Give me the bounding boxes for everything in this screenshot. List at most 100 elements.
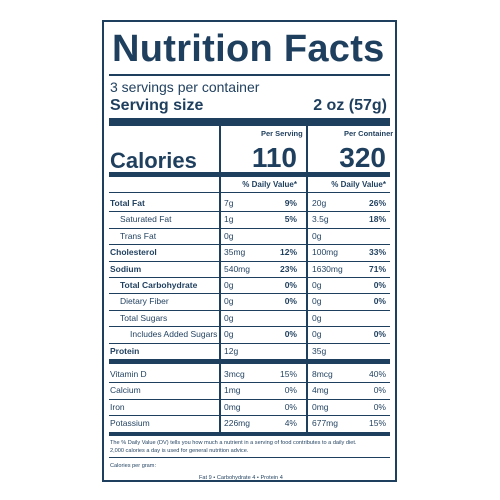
footnote-line-1: The % Daily Value (DV) tells you how muc… [110, 440, 357, 446]
row-divider [109, 326, 390, 328]
vitamin-dv-container: 15% [368, 418, 386, 429]
dv-per-serving: 0% [284, 329, 297, 340]
dv-per-container: 0% [373, 329, 386, 340]
dv-per-container: 0% [373, 280, 386, 290]
nutrient-label: Protein [110, 345, 140, 356]
label-divider [219, 126, 221, 433]
amount-per-serving: 1g [224, 214, 234, 225]
amount-per-serving: 35mg [224, 247, 246, 258]
row-divider [109, 227, 390, 229]
row-divider [109, 398, 390, 400]
nutrient-label: Dietary Fiber [120, 296, 169, 307]
row-divider [109, 382, 390, 384]
nutrient-label: Trans Fat [120, 230, 157, 241]
amount-per-serving: 12g [224, 345, 239, 356]
amount-per-serving: 540mg [224, 263, 250, 274]
vitamin-dv-serving: 4% [284, 418, 297, 429]
dv-per-serving: 9% [284, 198, 297, 208]
col-per-container: Per Container [344, 129, 394, 138]
vitamin-amount-container: 677mg [312, 418, 338, 429]
amount-per-serving: 0g [224, 296, 234, 307]
dv-per-container: 71% [368, 263, 386, 274]
row-divider [109, 309, 390, 311]
vitamin-label: Vitamin D [110, 369, 147, 379]
amount-per-container: 0g [312, 329, 322, 340]
thick-divider-top [109, 118, 390, 126]
panel-title: Nutrition Facts [112, 28, 385, 70]
row-divider [109, 260, 390, 262]
row-divider [109, 415, 390, 417]
column-divider [306, 126, 308, 433]
nutrient-label: Total Carbohydrate [120, 280, 198, 290]
vitamin-dv-container: 0% [373, 401, 386, 412]
amount-per-container: 0g [312, 312, 322, 323]
calories-label: Calories [110, 148, 197, 173]
nutrition-facts-panel: Nutrition Facts 3 servings per container… [102, 20, 397, 482]
calories-per-serving: 110 [251, 142, 297, 173]
servings-per-container: 3 servings per container [110, 79, 260, 95]
serving-size-value: 2 oz (57g) [313, 97, 387, 114]
col-per-serving: Per Serving [261, 129, 303, 138]
row-divider [109, 277, 390, 278]
nutrient-label: Sodium [110, 263, 142, 274]
nutrient-label: Total Fat [110, 198, 145, 208]
calories-per-gram-label: Calories per gram: [110, 463, 157, 469]
dv-per-container: 0% [373, 296, 386, 307]
title-divider [109, 74, 390, 76]
amount-per-container: 100mg [312, 247, 338, 258]
amount-per-serving: 0g [224, 312, 234, 323]
dv-per-serving: 23% [279, 263, 297, 274]
footnote-line-2: 2,000 calories a day is used for general… [110, 448, 249, 454]
dv-header-container: % Daily Value* [331, 180, 386, 189]
dv-header-serving: % Daily Value* [242, 180, 297, 189]
amount-per-container: 1630mg [312, 263, 343, 274]
dv-per-container: 18% [368, 214, 386, 225]
calories-per-gram: Fat 9 • Carbohydrate 4 • Protein 4 [199, 475, 283, 481]
row-divider [109, 244, 390, 246]
row-divider [109, 211, 390, 213]
vitamin-dv-serving: 0% [284, 385, 297, 396]
vitamin-dv-serving: 0% [284, 401, 297, 412]
amount-per-container: 0g [312, 230, 322, 241]
vitamin-amount-container: 4mg [312, 385, 329, 396]
dv-per-container: 33% [368, 247, 386, 258]
amount-per-serving: 7g [224, 198, 234, 208]
dv-per-serving: 12% [279, 247, 297, 258]
vitamin-amount-container: 0mg [312, 401, 329, 412]
row-divider [109, 293, 390, 295]
calories-per-container: 320 [339, 142, 386, 173]
dv-per-container: 26% [368, 198, 386, 208]
vitamin-amount-serving: 1mg [224, 385, 241, 396]
vitamin-dv-serving: 15% [279, 369, 297, 379]
amount-per-serving: 0g [224, 329, 234, 340]
nutrient-label: Total Sugars [120, 312, 168, 323]
row-divider [109, 342, 390, 344]
amount-per-container: 3.5g [312, 214, 329, 225]
dv-per-serving: 0% [284, 280, 297, 290]
nutrient-label: Includes Added Sugars [130, 329, 218, 340]
vitamin-amount-container: 8mcg [312, 369, 333, 379]
dv-per-serving: 0% [284, 296, 297, 307]
vitamin-dv-container: 0% [373, 385, 386, 396]
thick-divider-footnote [109, 432, 390, 436]
dv-per-serving: 5% [284, 214, 297, 225]
serving-size-label: Serving size [110, 97, 204, 114]
nutrient-label: Cholesterol [110, 247, 157, 258]
vitamin-label: Iron [110, 401, 125, 412]
nutrient-label: Saturated Fat [120, 214, 172, 225]
vitamin-amount-serving: 3mcg [224, 369, 245, 379]
thick-divider-vitamins [109, 359, 390, 364]
dv-divider [109, 192, 390, 193]
amount-per-serving: 0g [224, 280, 234, 290]
thick-divider-calories [109, 172, 390, 177]
amount-per-container: 35g [312, 345, 327, 356]
amount-per-serving: 0g [224, 230, 234, 241]
amount-per-container: 20g [312, 198, 327, 208]
footnote-divider [109, 457, 390, 458]
vitamin-dv-container: 40% [368, 369, 386, 379]
vitamin-amount-serving: 0mg [224, 401, 241, 412]
vitamin-label: Potassium [110, 418, 150, 429]
amount-per-container: 0g [312, 280, 322, 290]
vitamin-label: Calcium [110, 385, 141, 396]
vitamin-amount-serving: 226mg [224, 418, 250, 429]
